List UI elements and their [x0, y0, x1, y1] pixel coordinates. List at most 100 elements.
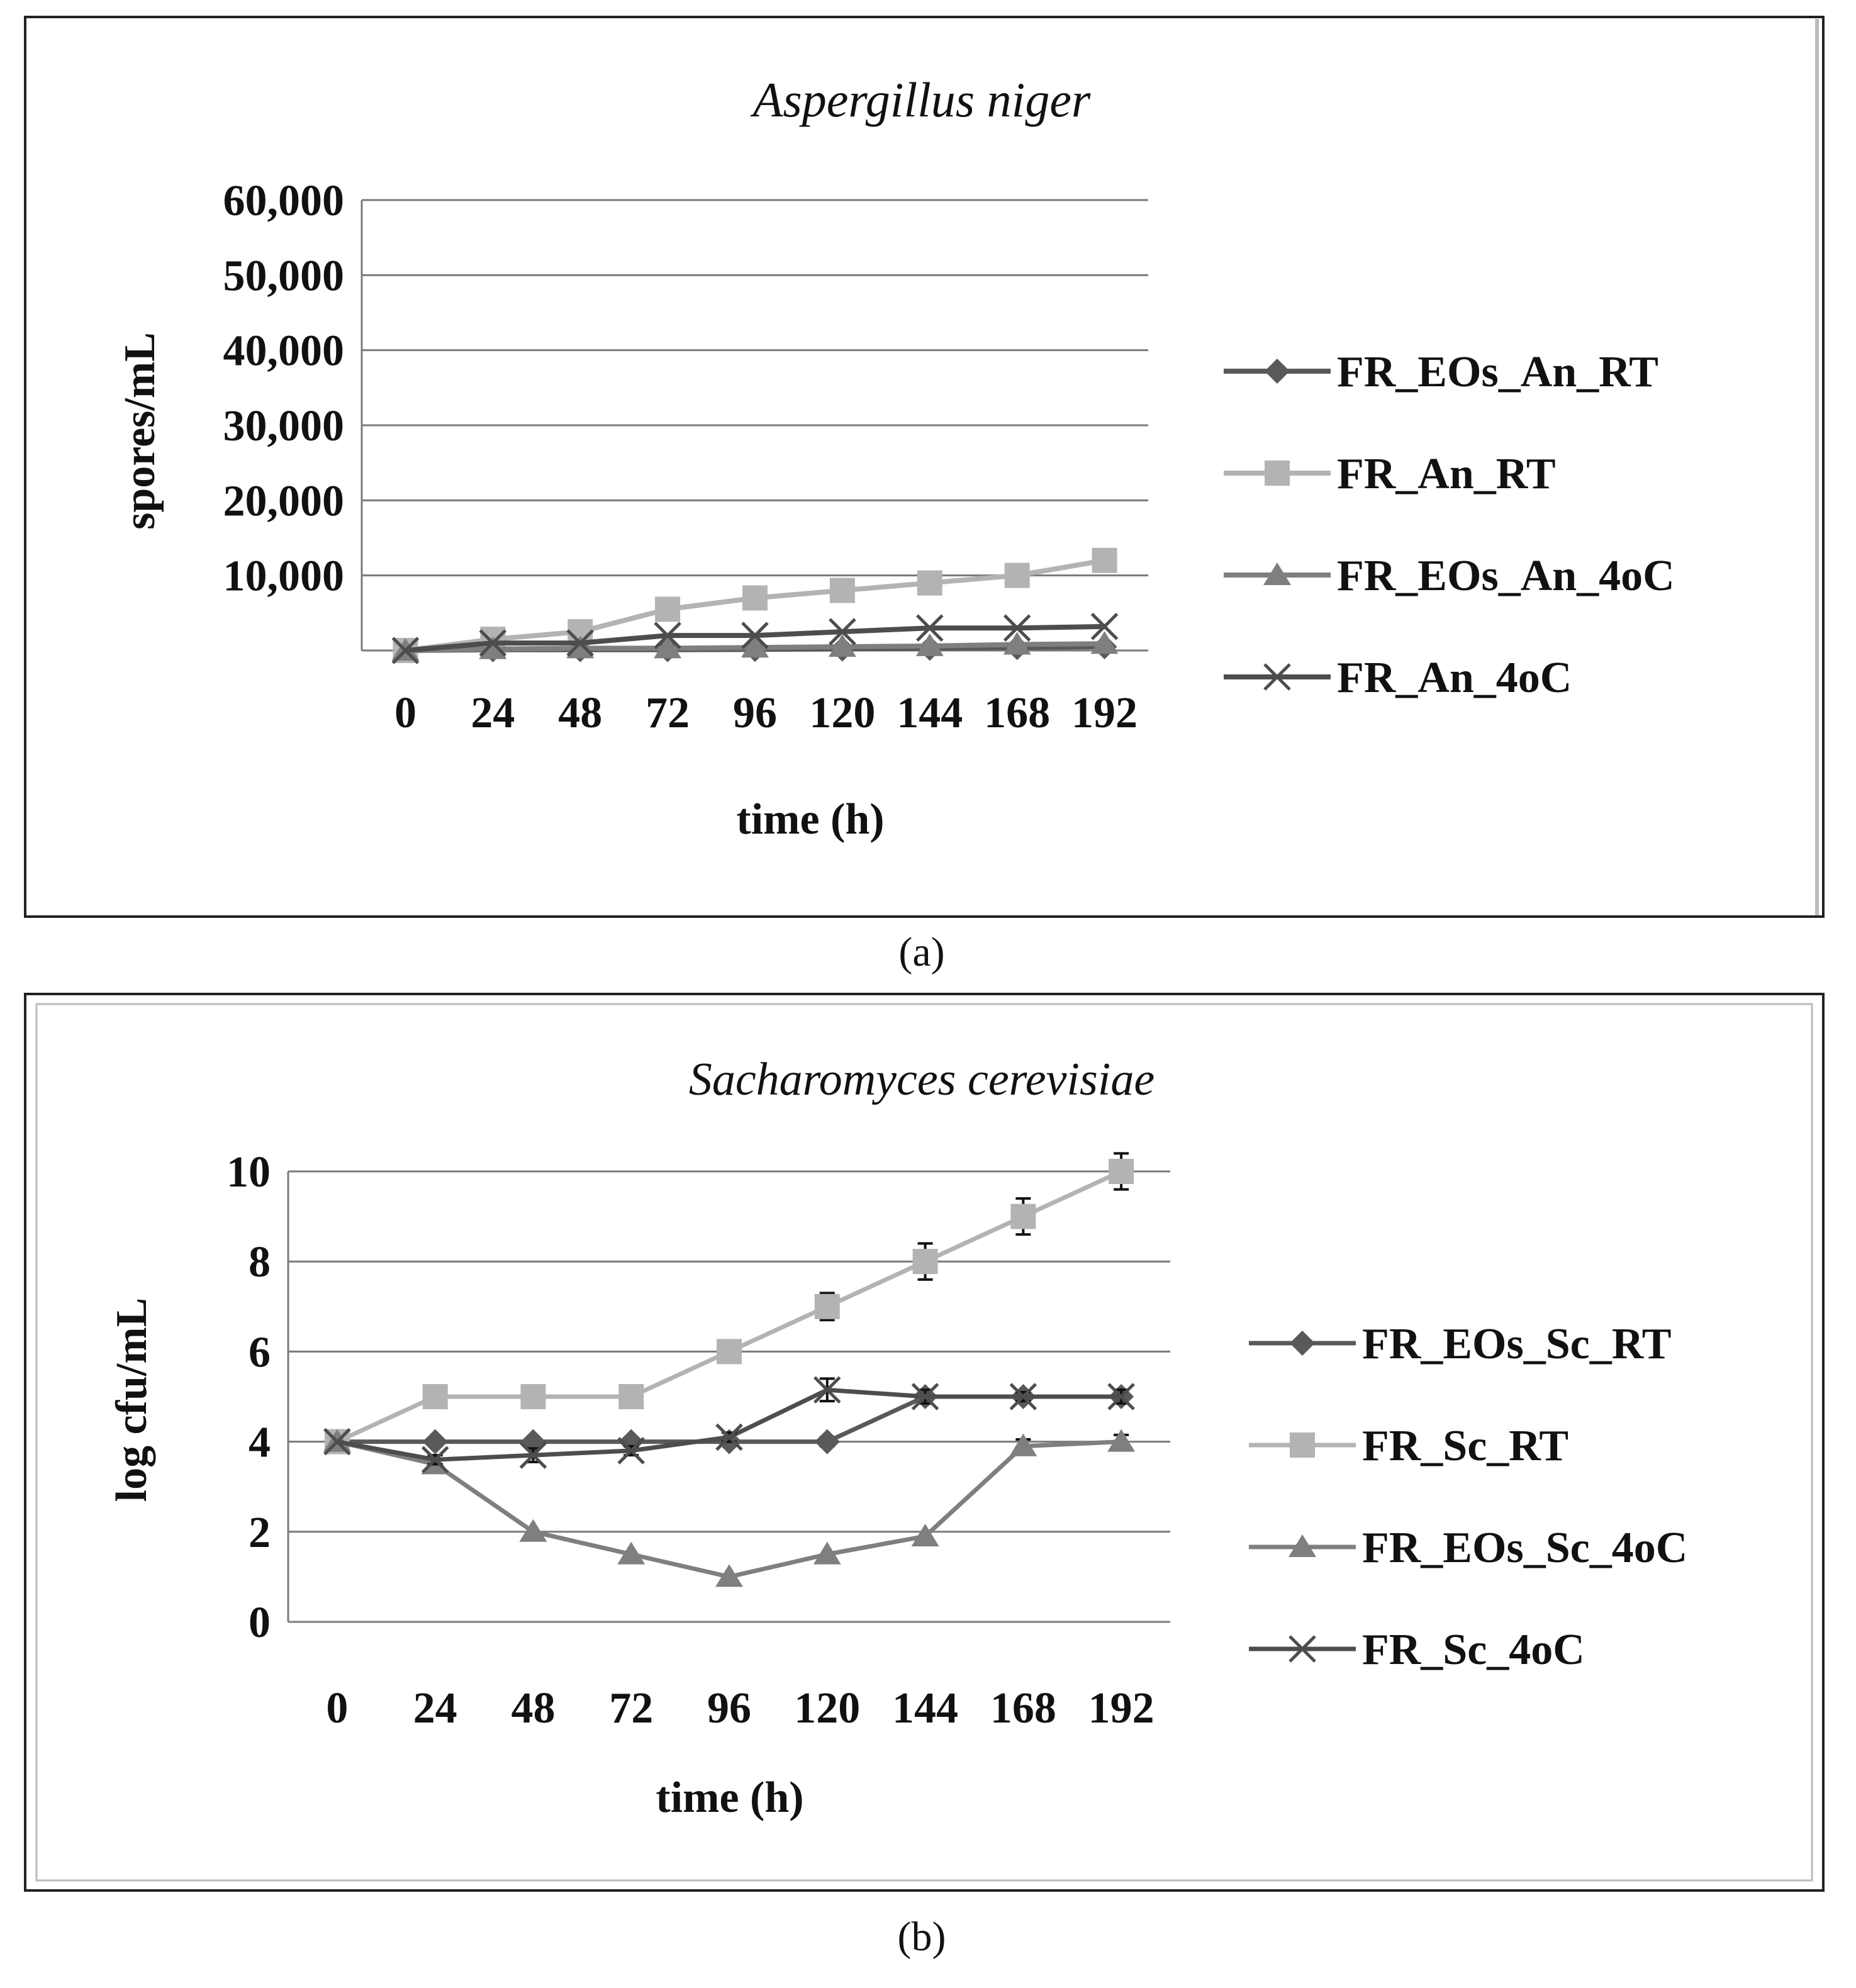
- y-tick-label: 20,000: [223, 477, 345, 525]
- x-tick-label: 0: [394, 689, 416, 737]
- data-point: [1009, 1433, 1037, 1456]
- data-point: [829, 618, 856, 645]
- chart-title: Sacharomyces cerevisiae: [689, 1054, 1154, 1105]
- x-tick-labels: 0 24 48 72 96 120 144 168 192: [326, 1684, 1154, 1733]
- legend-marker: [1289, 1534, 1316, 1557]
- data-point: [912, 1249, 938, 1275]
- x-tick-label: 24: [471, 689, 515, 737]
- legend-label: FR_An_RT: [1337, 450, 1556, 498]
- y-tick-labels: 10,000 20,000 30,000 40,000 50,000 60,000: [223, 177, 345, 601]
- y-tick-label: 10: [226, 1148, 271, 1197]
- data-point: [422, 1429, 448, 1455]
- data-point: [566, 635, 595, 659]
- y-tick-label: 50,000: [223, 252, 345, 300]
- legend-label: FR_Sc_RT: [1362, 1422, 1568, 1470]
- legend-label: FR_EOs_An_4oC: [1337, 552, 1675, 600]
- data-point: [1107, 1383, 1135, 1410]
- chart-saccharomyces: Sacharomyces cerevisiae time (h) log cfu…: [108, 1054, 1687, 1822]
- y-tick-label: 30,000: [223, 402, 345, 450]
- legend-marker: [1290, 1432, 1315, 1458]
- legend-marker: [1265, 461, 1290, 486]
- legend-item: FR_Sc_4oC: [1249, 1626, 1585, 1674]
- x-axis-label: time (h): [656, 1773, 803, 1822]
- x-tick-labels: 0 24 48 72 96 120 144 168 192: [394, 689, 1138, 737]
- data-point: [829, 578, 855, 603]
- data-point: [911, 1523, 939, 1546]
- data-point: [323, 1427, 351, 1456]
- data-point: [916, 614, 944, 642]
- panel-b-label: (b): [898, 1914, 946, 1960]
- y-tick-label: 6: [249, 1328, 271, 1377]
- legend-item: FR_EOs_Sc_RT: [1249, 1320, 1671, 1368]
- data-point: [715, 1423, 743, 1451]
- legend-item: FR_An_RT: [1224, 450, 1556, 498]
- legend-label: FR_EOs_Sc_RT: [1362, 1320, 1671, 1368]
- data-point: [618, 1384, 644, 1409]
- y-tick-labels: 0 2 4 6 8 10: [226, 1148, 271, 1647]
- data-point: [1003, 614, 1031, 642]
- y-tick-label: 2: [249, 1509, 271, 1557]
- x-tick-label: 48: [511, 1684, 555, 1733]
- data-point: [1090, 631, 1119, 654]
- data-point: [828, 634, 856, 657]
- data-point: [911, 1383, 939, 1410]
- data-point: [741, 635, 769, 658]
- series-FR_An_4oC: [391, 613, 1119, 664]
- x-tick-label: 72: [646, 689, 690, 737]
- y-tick-label: 10,000: [223, 552, 345, 601]
- data-point: [617, 1437, 645, 1465]
- data-point: [519, 1441, 547, 1469]
- plot-series: [323, 1152, 1136, 1587]
- series-FR_Sc_4oC: [323, 1376, 1135, 1474]
- legend-label: FR_An_4oC: [1337, 654, 1572, 702]
- x-tick-label: 48: [558, 689, 602, 737]
- legend-label: FR_EOs_Sc_4oC: [1362, 1524, 1687, 1572]
- x-tick-label: 72: [609, 1684, 653, 1733]
- legend-item: FR_EOs_An_4oC: [1224, 552, 1675, 600]
- data-point: [654, 635, 682, 659]
- chart-aspergillus: Aspergillus niger time (h) spores/mL 10,…: [116, 72, 1675, 844]
- y-tick-label: 0: [249, 1599, 271, 1647]
- series-FR_EOs_An_4oC: [391, 631, 1119, 661]
- data-point: [655, 596, 681, 622]
- legend-marker: [1263, 663, 1291, 691]
- data-point: [814, 1429, 840, 1455]
- data-point: [741, 622, 769, 649]
- x-tick-label: 96: [707, 1684, 751, 1733]
- data-point: [1010, 1203, 1036, 1229]
- data-point: [813, 1541, 841, 1565]
- x-tick-label: 0: [326, 1684, 348, 1733]
- legend-marker: [1290, 1331, 1315, 1356]
- legend-marker: [1265, 359, 1290, 384]
- data-point: [520, 1384, 546, 1409]
- data-point: [813, 1376, 841, 1404]
- data-point: [519, 1519, 547, 1542]
- y-tick-label: 4: [249, 1419, 271, 1467]
- data-point: [566, 629, 594, 657]
- data-point: [654, 622, 681, 649]
- x-axis-label: time (h): [736, 795, 884, 844]
- legend: FR_EOs_Sc_RT FR_Sc_RT FR_EOs_Sc_4oC FR_Sc_4…: [1249, 1320, 1687, 1674]
- x-tick-label: 96: [733, 689, 777, 737]
- data-point: [1107, 1429, 1136, 1452]
- data-point: [1004, 562, 1030, 588]
- panel-b-inner-frame: [35, 1003, 1813, 1882]
- x-tick-label: 168: [984, 689, 1050, 737]
- x-tick-label: 120: [809, 689, 875, 737]
- data-point: [391, 637, 420, 664]
- panel-a-label: (a): [898, 929, 944, 975]
- x-tick-label: 144: [897, 689, 963, 737]
- data-point: [917, 570, 942, 596]
- data-point: [915, 633, 944, 656]
- legend-item: FR_EOs_Sc_4oC: [1249, 1524, 1687, 1572]
- data-point: [742, 585, 768, 611]
- legend-item: FR_An_4oC: [1224, 654, 1572, 702]
- y-tick-label: 40,000: [223, 327, 345, 376]
- data-point: [1109, 1159, 1134, 1184]
- x-tick-label: 192: [1088, 1684, 1154, 1733]
- panel-a-frame: [24, 16, 1825, 918]
- x-tick-label: 24: [413, 1684, 457, 1733]
- y-tick-label: 60,000: [223, 177, 345, 225]
- x-tick-label: 120: [794, 1684, 860, 1733]
